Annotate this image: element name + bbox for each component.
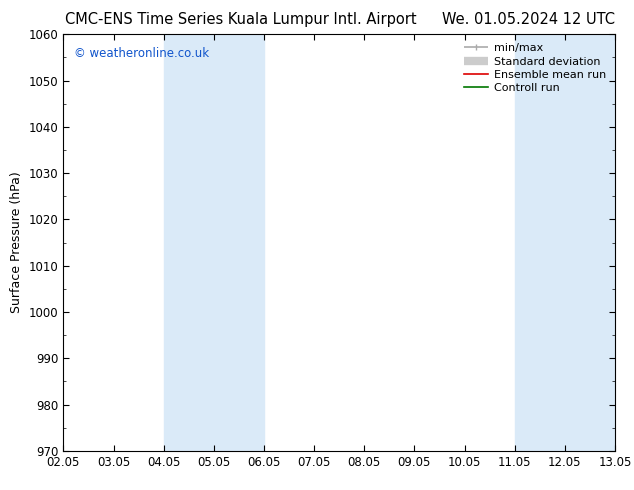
Y-axis label: Surface Pressure (hPa): Surface Pressure (hPa) <box>10 172 23 314</box>
Text: © weatheronline.co.uk: © weatheronline.co.uk <box>74 47 210 60</box>
Text: We. 01.05.2024 12 UTC: We. 01.05.2024 12 UTC <box>442 12 615 27</box>
Bar <box>164 34 264 451</box>
Bar <box>515 34 615 451</box>
Text: CMC-ENS Time Series Kuala Lumpur Intl. Airport: CMC-ENS Time Series Kuala Lumpur Intl. A… <box>65 12 417 27</box>
Legend: min/max, Standard deviation, Ensemble mean run, Controll run: min/max, Standard deviation, Ensemble me… <box>460 40 609 97</box>
